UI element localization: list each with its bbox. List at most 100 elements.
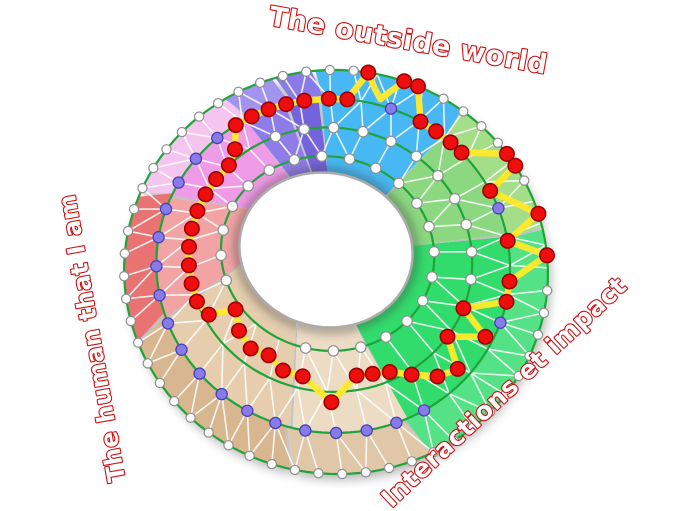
score-dot — [208, 171, 225, 188]
grid-node-white — [220, 274, 232, 287]
grid-node-white — [289, 464, 301, 476]
score-dot — [482, 182, 499, 199]
grid-node-white — [492, 137, 503, 148]
mesh-line — [296, 387, 307, 431]
grid-node-white — [185, 412, 196, 423]
grid-node-white — [154, 377, 166, 389]
mesh-line — [173, 373, 201, 402]
grid-node-white — [380, 331, 392, 343]
mesh-line — [484, 179, 525, 183]
mesh-line — [209, 185, 249, 190]
score-dot — [183, 220, 200, 237]
score-dot — [428, 123, 445, 140]
grid-node-white — [385, 135, 397, 148]
mesh-line — [125, 265, 157, 300]
grid-node-purple — [360, 424, 373, 437]
grid-node-white — [513, 370, 524, 382]
mesh-line — [487, 348, 520, 377]
mesh-line — [366, 429, 390, 469]
grid-node-white — [438, 93, 449, 104]
grid-node-white — [313, 468, 324, 479]
mesh-line — [189, 373, 201, 418]
score-dot — [498, 293, 515, 310]
mesh-line — [384, 382, 425, 412]
grid-node-white — [277, 70, 289, 82]
mesh-line — [469, 372, 491, 413]
hole-inner-shadow — [232, 166, 420, 335]
grid-node-purple — [189, 152, 203, 165]
grid-node-purple — [172, 176, 185, 189]
mesh-line — [241, 120, 277, 138]
sector-pink-outer-band — [140, 99, 248, 194]
mesh-line — [274, 387, 299, 424]
grid-node-white — [242, 180, 254, 192]
grid-node-white — [392, 177, 405, 190]
mesh-line — [500, 321, 539, 336]
grid-node-white — [532, 329, 544, 340]
mesh-line — [423, 410, 435, 453]
mesh-line — [207, 393, 223, 433]
grid-node-purple — [384, 102, 398, 115]
grid-node-purple — [161, 317, 175, 330]
score-dot — [409, 78, 426, 95]
score-dot — [442, 134, 459, 151]
mesh-line — [220, 343, 224, 395]
mesh-line — [406, 320, 452, 332]
mesh-line — [246, 377, 271, 412]
grid-node-purple — [150, 260, 163, 273]
mesh-line — [130, 294, 161, 322]
mesh-line — [428, 223, 467, 228]
mesh-line — [153, 157, 197, 169]
grid-node-white — [203, 427, 214, 438]
score-dot — [320, 90, 337, 107]
grid-node-white — [217, 224, 229, 236]
grid-node-white — [288, 154, 301, 166]
sector-green-light-inner-band — [386, 135, 507, 246]
grid-node-white — [467, 422, 479, 433]
mesh-line — [365, 430, 368, 473]
grid-node-purple — [193, 367, 206, 380]
mesh-line — [465, 223, 508, 238]
grid-node-white — [223, 440, 234, 451]
grid-node-white — [142, 358, 153, 369]
mesh-line — [127, 208, 167, 232]
mesh-line — [497, 180, 525, 209]
score-dot — [274, 362, 291, 379]
mesh-line — [246, 410, 251, 456]
mesh-line — [470, 372, 519, 377]
score-dot — [242, 340, 259, 357]
grid-node-white — [383, 462, 395, 474]
score-dot — [453, 144, 470, 161]
mesh-line — [360, 346, 386, 384]
grid-node-white — [263, 164, 276, 176]
grid-node-purple — [241, 404, 254, 417]
score-dot — [243, 108, 260, 125]
grid-node-white — [132, 337, 144, 348]
mesh-line — [398, 174, 439, 185]
grid-node-white — [148, 162, 159, 174]
mesh-line — [333, 100, 362, 129]
grid-node-white — [128, 203, 140, 215]
mesh-line — [487, 348, 530, 357]
mesh-line — [332, 127, 351, 160]
grid-node-white — [428, 246, 440, 258]
grid-node-white — [137, 182, 148, 194]
grid-node-white — [406, 456, 417, 467]
score-dot — [477, 328, 494, 345]
score-dot — [507, 157, 524, 174]
grid-node-white — [423, 220, 435, 233]
grid-node-white — [448, 435, 460, 446]
mesh-line — [274, 422, 296, 471]
grid-node-white — [125, 315, 137, 327]
grid-node-white — [266, 458, 277, 470]
grid-node-white — [327, 121, 340, 134]
mesh-line — [269, 377, 277, 424]
score-dot — [197, 186, 214, 203]
grid-node-white — [401, 315, 413, 327]
grid-node-white — [337, 468, 348, 480]
mesh-line — [335, 432, 367, 473]
grid-node-white — [416, 294, 429, 307]
score-dot — [429, 368, 446, 385]
mesh-line — [471, 251, 511, 267]
grid-node-white — [212, 97, 224, 109]
